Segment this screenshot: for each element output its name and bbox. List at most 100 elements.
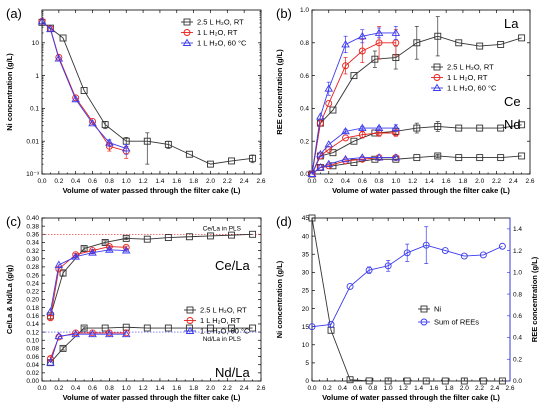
data-point (121, 246, 131, 254)
data-point (497, 124, 505, 132)
series-1 (46, 243, 130, 322)
data-point (365, 377, 373, 385)
data-point (105, 245, 114, 253)
y-axis-title: Ni concentration (g/L) (5, 53, 14, 131)
data-point (54, 331, 64, 340)
y-tick-label: 10⁻³ (26, 171, 40, 178)
data-point (476, 124, 484, 132)
data-point (71, 94, 80, 103)
y-tick-label: 20 (302, 306, 310, 313)
legend-label: Ni (434, 305, 441, 314)
x-tick-label: 0.8 (105, 178, 114, 185)
data-point (455, 39, 463, 47)
data-point (228, 231, 235, 239)
data-point (207, 160, 214, 168)
data-point (460, 252, 468, 260)
data-point (101, 238, 109, 246)
data-point (185, 233, 193, 241)
data-point (316, 163, 325, 171)
y-tick-label: 0.30 (26, 256, 39, 263)
x-tick-label: 2.4 (240, 178, 249, 185)
y-tick-label: 30 (302, 270, 310, 277)
x-tick-label: 1.2 (139, 385, 148, 392)
data-point (455, 124, 463, 132)
panel-c: 0.0 0.2 0.4 0.6 0.8 1.0 1.2 1.4 1.6 1.8 2.0 2.2 2.4 2… (5, 214, 266, 402)
data-point (358, 153, 367, 161)
legend-label: 1 L H₂O, 60 °C (197, 39, 247, 48)
x-tick-label: 0.4 (338, 385, 347, 392)
legend-marker (420, 305, 428, 313)
data-point (164, 324, 172, 332)
x-tick-label: 0.6 (353, 385, 362, 392)
x-tick-label: 0.6 (88, 385, 97, 392)
right-y-tick-label: 0.0 (513, 378, 522, 385)
panel-label: (a) (6, 6, 22, 21)
x-tick-label: 2.4 (240, 385, 249, 392)
x-tick-label: 0.2 (54, 178, 63, 185)
legend-label: 1 L H₂O, RT (447, 73, 488, 82)
x-tick-label: 1.2 (399, 385, 408, 392)
legend-marker (433, 63, 441, 71)
series-1 (308, 226, 506, 331)
data-point (346, 376, 354, 384)
data-point (498, 242, 506, 250)
x-axis-title: Volume of water passed through the filte… (322, 393, 500, 402)
data-point (476, 42, 484, 50)
y-tick-label: 0.40 (26, 215, 39, 222)
legend-label: Sum of REEs (434, 318, 479, 327)
x-tick-label: 1.6 (429, 385, 438, 392)
right-y-tick-label: 0.4 (513, 335, 522, 342)
data-point (249, 230, 257, 238)
x-tick-label: 1.4 (425, 178, 434, 185)
data-point (249, 324, 257, 332)
data-point (88, 118, 97, 127)
x-tick-label: 1.8 (445, 385, 454, 392)
x-tick-label: 2.2 (492, 178, 501, 185)
panel-label: (d) (276, 214, 292, 229)
right-y-tick-label: 1.0 (513, 270, 522, 277)
right-y-tick-label: 0.6 (513, 313, 522, 320)
series-line (311, 42, 396, 175)
x-tick-label: 0.6 (88, 178, 97, 185)
series-annotation: Nd (504, 117, 521, 132)
legend-label: 1 L H₂O, RT (197, 28, 238, 37)
y-tick-label: 0.01 (26, 138, 39, 145)
y-tick-label: 0.8 (300, 40, 309, 47)
x-tick-label: 1.4 (155, 385, 164, 392)
data-point (207, 232, 214, 240)
x-tick-label: 2.4 (490, 385, 499, 392)
data-point (37, 16, 47, 25)
legend-marker (183, 18, 191, 26)
panel-b: 0.0 0.2 0.4 0.6 0.8 1.0 1.2 1.4 1.6 1.8 2.0 2.2 2.4 2… (275, 6, 535, 195)
y-tick-label: 0.34 (26, 240, 39, 247)
x-tick-label: 2.0 (206, 385, 215, 392)
data-point (342, 134, 349, 142)
series-line (50, 326, 253, 363)
data-point (391, 153, 401, 161)
data-point (422, 377, 430, 385)
x-tick-label: 0.4 (71, 385, 80, 392)
series-line (311, 35, 522, 175)
y-tick-label: 0.26 (26, 272, 39, 279)
data-point (143, 324, 151, 332)
data-point (350, 137, 358, 145)
plot-frame (311, 217, 511, 382)
legend: 2.5 L H₂O, RT1 L H₂O, RT 1 L H₂O, 60 °C (184, 306, 250, 336)
data-point (143, 137, 151, 145)
series-6 (308, 152, 526, 178)
data-point (46, 314, 54, 322)
series-line (311, 157, 396, 175)
y-tick-label: 0.10 (26, 337, 39, 344)
x-tick-label: 2.6 (256, 178, 265, 185)
x-tick-label: 1.8 (189, 385, 198, 392)
legend-marker (183, 29, 191, 36)
y-tick-label: 0.00 (26, 378, 39, 385)
data-point (391, 28, 401, 36)
series-0 (308, 16, 526, 178)
x-tick-label: 1.6 (442, 178, 451, 185)
x-tick-label: 0.8 (368, 385, 377, 392)
series-1 (38, 17, 130, 159)
data-point (325, 145, 333, 153)
y-tick-label: 0.22 (26, 289, 39, 296)
x-tick-label: 2.6 (505, 385, 514, 392)
